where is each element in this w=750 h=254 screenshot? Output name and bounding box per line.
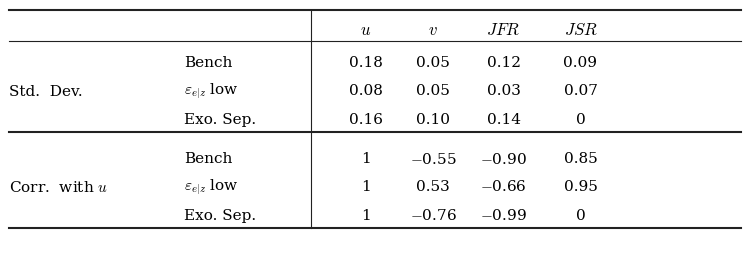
Text: 1: 1 [362, 151, 371, 165]
Text: 0.16: 0.16 [349, 113, 383, 126]
Text: $-$0.55: $-$0.55 [410, 151, 457, 166]
Text: $JFR$: $JFR$ [486, 22, 520, 39]
Text: 0.18: 0.18 [349, 56, 383, 70]
Text: 0.07: 0.07 [563, 84, 598, 98]
Text: Exo. Sep.: Exo. Sep. [184, 113, 256, 126]
Text: 0.12: 0.12 [487, 56, 520, 70]
Text: Std.  Dev.: Std. Dev. [9, 84, 82, 98]
Text: 1: 1 [362, 208, 371, 222]
Text: 0.14: 0.14 [487, 113, 520, 126]
Text: 0: 0 [575, 113, 585, 126]
Text: 0.08: 0.08 [349, 84, 383, 98]
Text: $-$0.99: $-$0.99 [480, 208, 527, 223]
Text: 0.85: 0.85 [563, 151, 597, 165]
Text: $JSR$: $JSR$ [563, 22, 598, 39]
Text: Bench: Bench [184, 151, 232, 165]
Text: 0.05: 0.05 [416, 84, 450, 98]
Text: 0.05: 0.05 [416, 56, 450, 70]
Text: $u$: $u$ [361, 22, 371, 39]
Text: $-$0.76: $-$0.76 [410, 208, 457, 223]
Text: 0.95: 0.95 [563, 179, 598, 193]
Text: Bench: Bench [184, 56, 232, 70]
Text: Exo. Sep.: Exo. Sep. [184, 208, 256, 222]
Text: 0.03: 0.03 [487, 84, 520, 98]
Text: 0: 0 [575, 208, 585, 222]
Text: $-$0.66: $-$0.66 [480, 179, 526, 194]
Text: $\varepsilon_{e|z}$ low: $\varepsilon_{e|z}$ low [184, 176, 239, 196]
Text: $v$: $v$ [428, 22, 438, 39]
Text: $-$0.90: $-$0.90 [480, 151, 527, 166]
Text: Corr.  with $u$: Corr. with $u$ [9, 179, 108, 194]
Text: 1: 1 [362, 179, 371, 193]
Text: 0.53: 0.53 [416, 179, 450, 193]
Text: 0.10: 0.10 [416, 113, 450, 126]
Text: 0.09: 0.09 [563, 56, 598, 70]
Text: $\varepsilon_{e|z}$ low: $\varepsilon_{e|z}$ low [184, 81, 239, 100]
